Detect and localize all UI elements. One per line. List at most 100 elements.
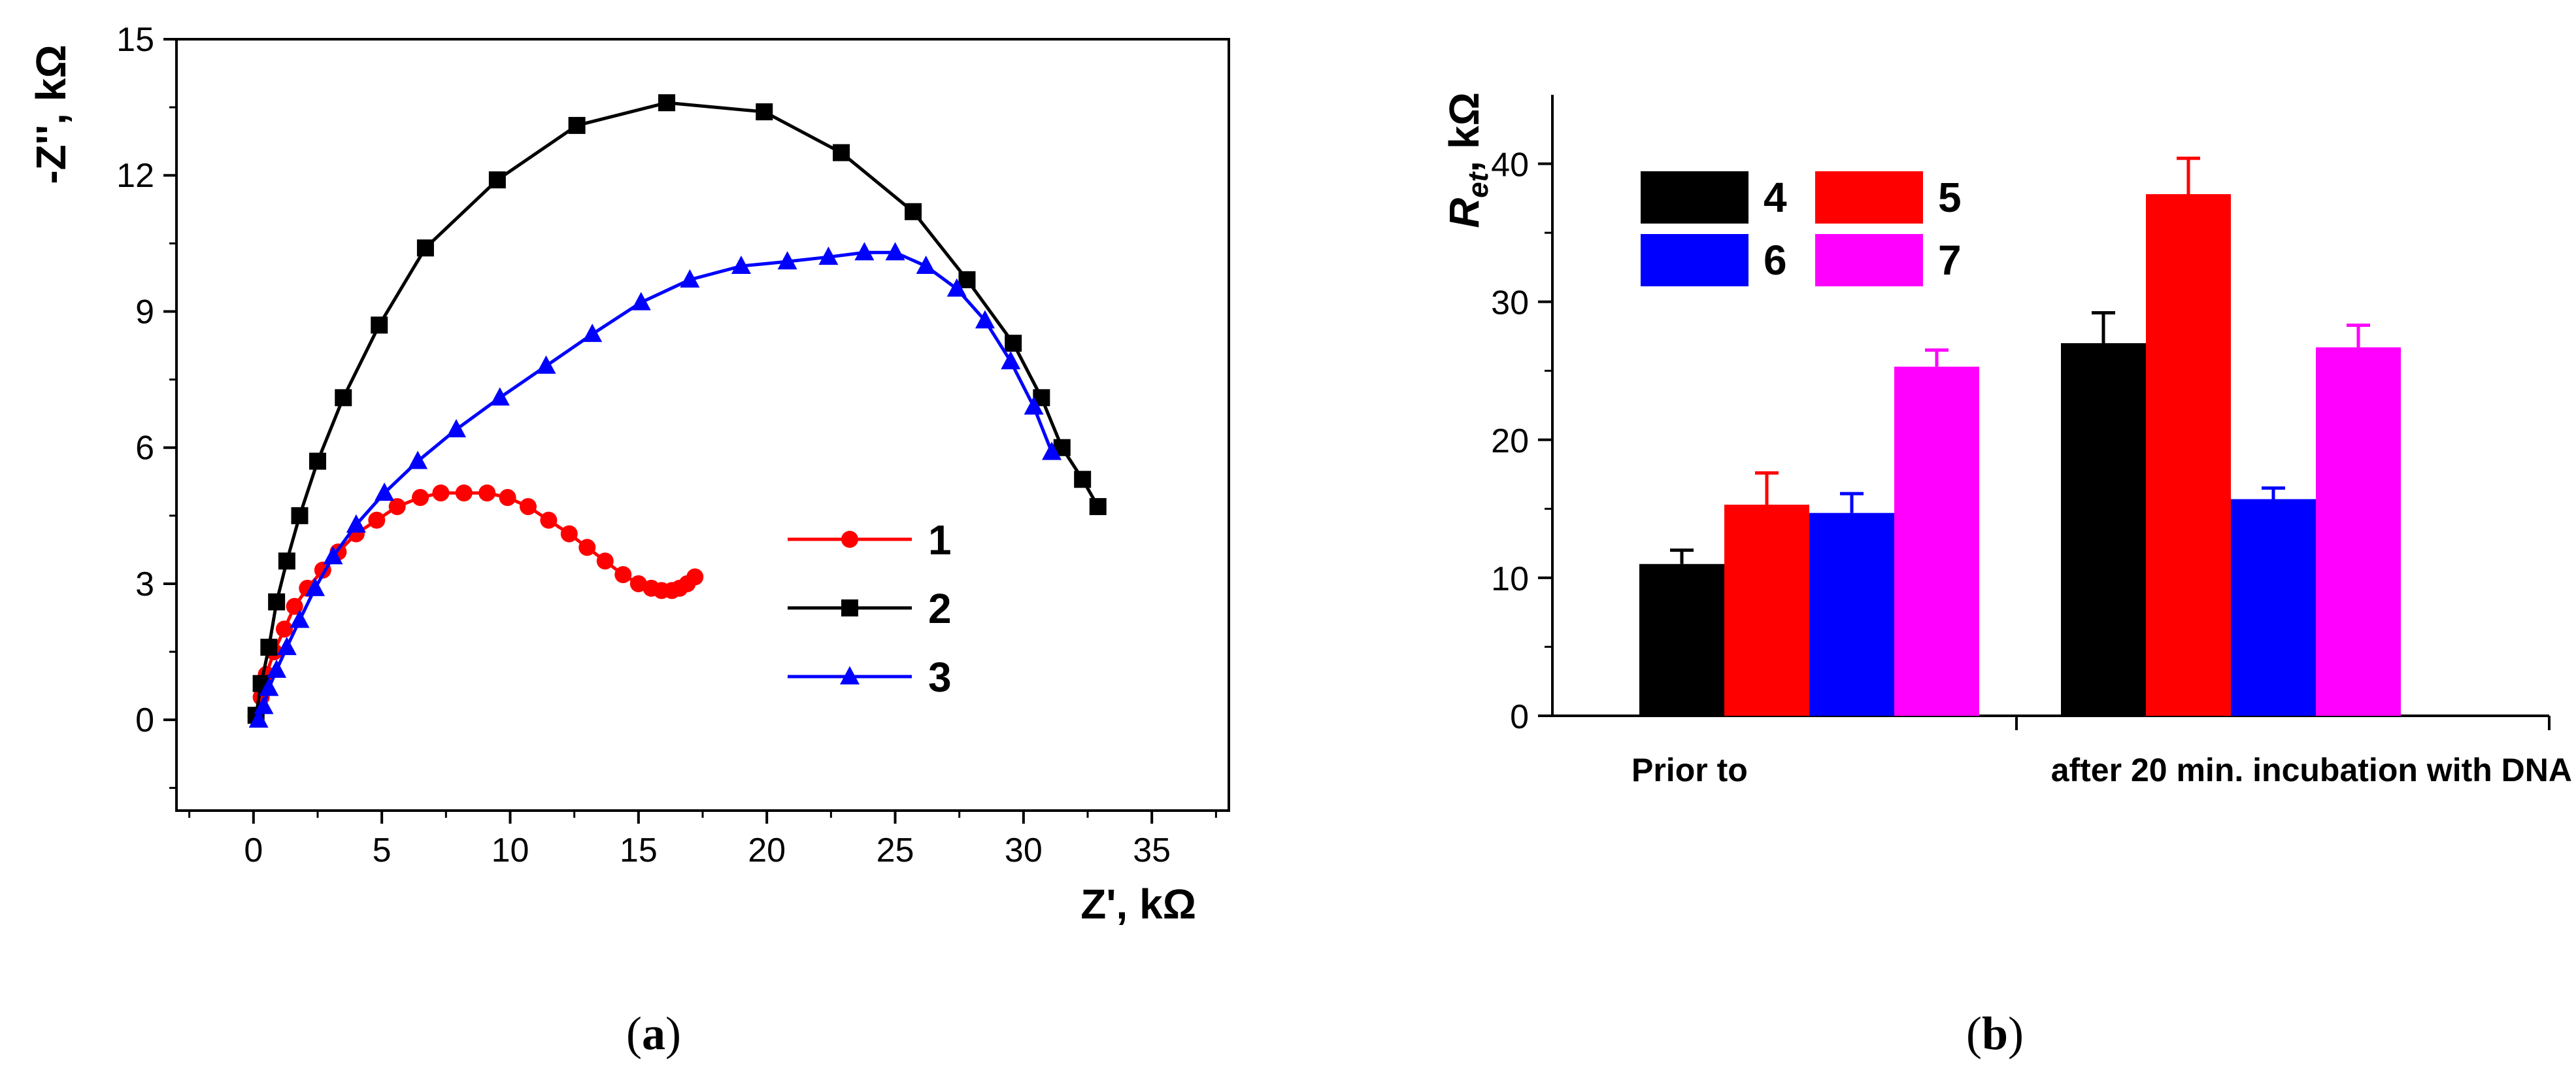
caption-b: (b) — [1966, 1007, 2024, 1060]
data-point — [368, 511, 386, 529]
legend-swatch — [1815, 234, 1923, 286]
y-tick-label: 3 — [135, 565, 154, 603]
data-point — [833, 144, 850, 161]
legend-label: 1 — [928, 516, 952, 563]
data-point — [686, 568, 704, 586]
data-point — [291, 507, 309, 524]
legend-marker — [841, 531, 858, 548]
data-point — [323, 546, 343, 565]
legend-item-5: 5 — [1815, 171, 1962, 224]
data-point — [568, 116, 586, 134]
y-tick-label: 15 — [116, 21, 154, 59]
data-point — [488, 171, 506, 189]
series-line-3 — [257, 250, 1054, 721]
y-tick-label: 40 — [1491, 146, 1529, 184]
plot-a-series — [247, 94, 1107, 728]
legend-label: 4 — [1764, 174, 1787, 221]
x-tick-label: 25 — [877, 832, 914, 869]
series-2 — [247, 94, 1107, 724]
data-point — [680, 269, 700, 288]
data-point — [490, 387, 510, 406]
data-point — [1074, 471, 1092, 488]
legend-item-4: 4 — [1641, 171, 1787, 224]
data-point — [260, 639, 278, 656]
plot-b-bars — [1639, 156, 2401, 716]
data-point — [818, 246, 839, 265]
data-point — [958, 271, 976, 288]
data-point — [408, 450, 428, 469]
data-point — [375, 482, 395, 501]
data-point — [1042, 441, 1062, 460]
data-point — [854, 242, 875, 261]
data-point — [614, 566, 632, 584]
bar-7 — [2316, 347, 2401, 716]
legend-marker — [841, 599, 858, 616]
y-tick-label: 30 — [1491, 284, 1529, 322]
legend-swatch — [1641, 234, 1748, 286]
ylabel-sub: et — [1462, 171, 1494, 197]
data-point — [286, 597, 303, 615]
plot-b-y-label: Ret, kΩ — [1441, 92, 1494, 228]
data-point — [416, 239, 434, 257]
data-point — [335, 389, 352, 407]
data-point — [267, 659, 287, 678]
data-point — [499, 489, 516, 507]
data-point — [578, 539, 596, 556]
data-point — [916, 256, 936, 275]
legend-label: 7 — [1938, 237, 1962, 284]
data-point — [629, 575, 647, 592]
data-point — [885, 242, 905, 261]
legend-label: 2 — [928, 585, 952, 632]
ylabel-r: R — [1441, 198, 1488, 228]
data-point — [540, 511, 558, 529]
data-point — [305, 577, 326, 596]
y-tick-label: 0 — [135, 701, 154, 739]
data-point — [1001, 350, 1021, 369]
data-point — [975, 310, 995, 329]
data-point — [582, 324, 603, 343]
bar-4 — [1639, 563, 1724, 716]
data-point — [446, 418, 467, 437]
series-line-2 — [254, 101, 1099, 716]
bar-6 — [2231, 499, 2316, 716]
data-point — [536, 355, 556, 374]
series-1 — [247, 484, 704, 724]
legend-item-7: 7 — [1815, 234, 1962, 286]
legend-item-3: 3 — [788, 654, 952, 701]
data-point — [946, 278, 967, 297]
data-point — [519, 497, 537, 515]
plot-b-legend: 4 5 6 7 — [1641, 171, 1962, 286]
bar-6 — [1809, 513, 1894, 716]
y-tick-label: 9 — [135, 293, 154, 331]
bar-5 — [2146, 194, 2231, 716]
data-point — [1024, 396, 1044, 415]
data-point — [756, 103, 773, 121]
legend-item-1: 1 — [788, 516, 952, 563]
data-point — [346, 514, 366, 533]
data-point — [290, 609, 310, 628]
svg-text:Ret, kΩ: Ret, kΩ — [1441, 92, 1494, 228]
data-point — [248, 709, 269, 728]
category-label-prior: Prior to — [1631, 752, 1748, 788]
legend-label: 3 — [928, 654, 952, 701]
data-point — [259, 677, 279, 696]
bar-7 — [1894, 366, 1979, 716]
legend-label: 5 — [1938, 174, 1962, 221]
legend-item-2: 2 — [788, 585, 952, 632]
bar-5 — [1724, 505, 1809, 716]
data-point — [371, 316, 388, 334]
data-point — [777, 251, 797, 270]
series-3 — [248, 242, 1062, 728]
data-point — [1089, 497, 1107, 515]
data-point — [276, 637, 297, 656]
bar-4 — [2061, 343, 2146, 716]
data-point — [309, 452, 326, 470]
data-point — [268, 593, 286, 611]
plot-a-x-label: Z', kΩ — [1080, 881, 1196, 928]
y-tick-label: 0 — [1510, 698, 1529, 736]
legend-label: 6 — [1764, 237, 1787, 284]
data-point — [731, 256, 751, 275]
